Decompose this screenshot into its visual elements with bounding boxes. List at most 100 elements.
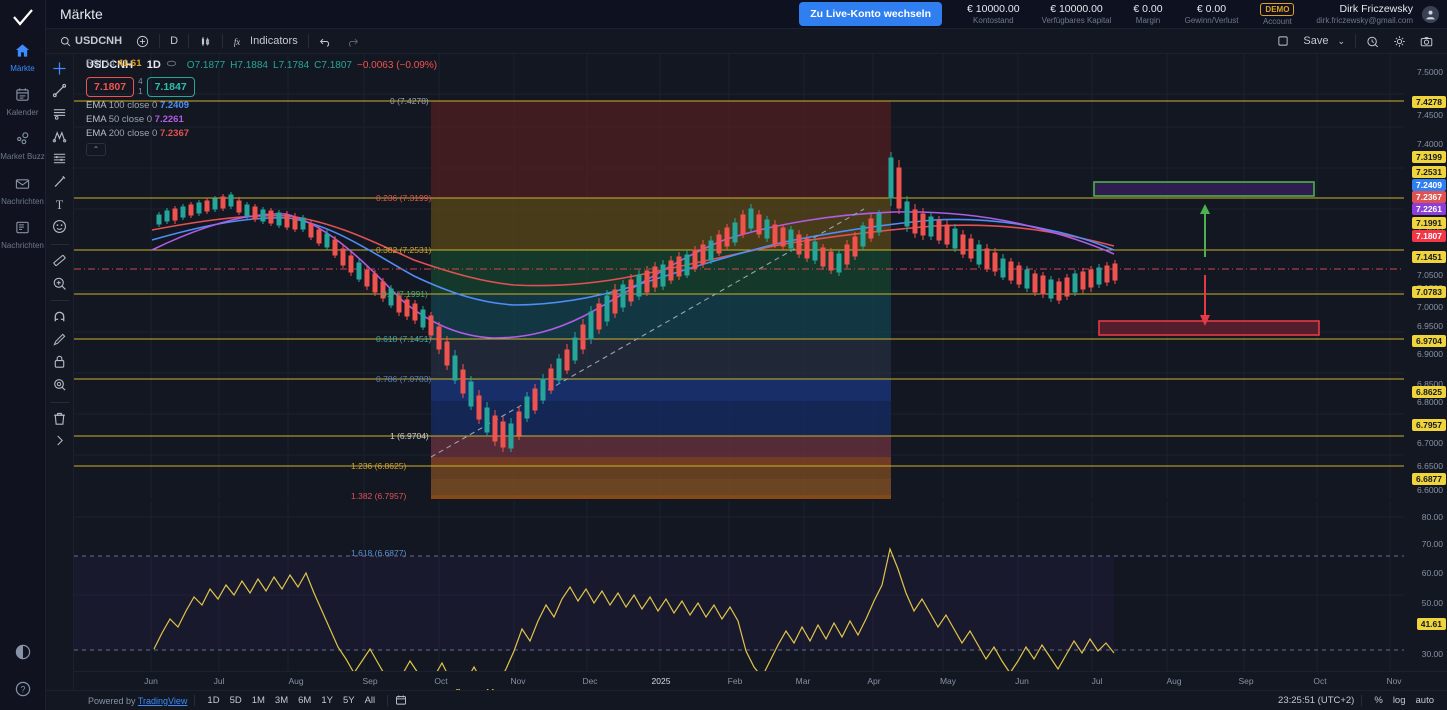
demo-badge: DEMO: [1260, 2, 1295, 16]
timeframe-1m[interactable]: 1M: [251, 695, 265, 706]
chart-settings-button[interactable]: [1386, 32, 1413, 51]
horizontal-lines-tool-icon[interactable]: [49, 104, 71, 123]
chevron-down-icon: ⌄: [1337, 35, 1345, 46]
fib-label-0: 0 (7.4278): [390, 96, 429, 106]
switch-to-live-account-button[interactable]: Zu Live-Konto wechseln: [799, 2, 943, 26]
avatar[interactable]: [1422, 5, 1439, 23]
price-axis[interactable]: 7.5000 7.4500 7.4000 7.3500 7.3000 7.250…: [1404, 54, 1447, 710]
fib-level-lines: [74, 100, 1404, 467]
spread-indicator: 4 1: [138, 77, 142, 97]
price-tick: 7.0000: [1417, 302, 1443, 312]
account-balance: € 10000.00 Kontostand: [956, 3, 1031, 25]
price-tick: 6.9000: [1417, 349, 1443, 359]
chart-container[interactable]: USDCNH · 1D O7.1877 H7.1884 L7.1784 C7.1…: [74, 54, 1447, 710]
measure-tool-icon[interactable]: [49, 251, 71, 270]
brush-tool-icon[interactable]: [49, 172, 71, 191]
price-chart-plot[interactable]: [74, 54, 1404, 499]
ema-50-legend[interactable]: EMA 50 close 0 7.2261: [86, 114, 184, 125]
buy-price-button[interactable]: 7.1847: [146, 77, 195, 97]
time-tick-year: 2025: [651, 676, 671, 686]
percent-scale-button[interactable]: %: [1374, 695, 1383, 706]
sidebar-item-markte[interactable]: Märkte: [0, 43, 46, 73]
crosshair-tool-icon[interactable]: [49, 59, 71, 78]
time-axis[interactable]: Jun Jul Aug Sep Oct Nov Dec 2025 Feb Mar…: [74, 671, 1447, 689]
log-scale-button[interactable]: log: [1392, 695, 1406, 706]
account-type[interactable]: DEMO Account: [1249, 2, 1305, 26]
margin-label: Margin: [1135, 16, 1161, 25]
text-tool-icon[interactable]: T: [49, 195, 71, 214]
rsi-legend[interactable]: RSI 14 41.61: [86, 58, 141, 69]
account-pnl: € 0.00 Gewinn/Verlust: [1174, 3, 1250, 25]
timeframe-1d[interactable]: 1D: [207, 695, 220, 706]
add-symbol-button[interactable]: [129, 32, 156, 51]
interval-button[interactable]: D: [170, 35, 179, 47]
trendline-tool-icon[interactable]: [49, 82, 71, 101]
price-badge-fib0: 7.4278: [1412, 96, 1446, 108]
undo-button[interactable]: [312, 32, 339, 51]
pitchfork-tool-icon[interactable]: [49, 127, 71, 146]
time-tick: Sep: [1238, 676, 1254, 686]
legend-interval[interactable]: 1D: [146, 59, 161, 71]
save-button[interactable]: Save: [1296, 32, 1335, 50]
timeframe-5d[interactable]: 5D: [229, 695, 242, 706]
auto-scale-button[interactable]: auto: [1415, 695, 1435, 706]
price-badge-last: 7.1807: [1412, 230, 1446, 242]
ema-200-legend[interactable]: EMA 200 close 0 7.2367: [86, 128, 190, 139]
snapshot-button[interactable]: [1413, 32, 1440, 51]
trendline-dashed: [430, 208, 865, 458]
drawing-mode-tool-icon[interactable]: [49, 330, 71, 349]
sidebar-item-nachrichten-news[interactable]: Nachrichten: [0, 220, 46, 250]
help-icon[interactable]: ?: [15, 681, 31, 700]
legend-eye-icon[interactable]: [166, 58, 177, 72]
left-nav-rail: Märkte Kalender Market Buzz Nachrichten …: [0, 0, 46, 710]
sidebar-item-kalender[interactable]: Kalender: [0, 87, 46, 117]
collapse-legend-button[interactable]: ⌃: [86, 143, 106, 156]
ema-100-line: [151, 216, 1115, 306]
indicators-button[interactable]: fx Indicators: [226, 32, 305, 51]
account-summary: Zu Live-Konto wechseln € 10000.00 Kontos…: [799, 2, 1447, 26]
calendar-icon[interactable]: [395, 694, 407, 708]
layout-button[interactable]: [1270, 32, 1296, 50]
timeframe-6m[interactable]: 6M: [298, 695, 312, 706]
symbol-search-button[interactable]: USDCNH: [53, 32, 129, 50]
timeframe-3m[interactable]: 3M: [274, 695, 289, 706]
divider: [1361, 695, 1363, 706]
replay-button[interactable]: [1359, 32, 1386, 51]
time-tick: Nov: [1386, 676, 1402, 686]
expand-toolbar-button[interactable]: [49, 431, 71, 450]
rsi-value-badge: 41.61: [1416, 618, 1446, 630]
price-tick: 6.9500: [1417, 321, 1443, 331]
price-badge-fib1382: 6.7957: [1412, 419, 1446, 431]
ema-100-legend[interactable]: EMA 100 close 0 7.2409: [86, 100, 190, 111]
redo-button[interactable]: [339, 32, 366, 51]
price-tick: 6.8500: [1417, 379, 1443, 389]
rsi-tick: 30.00: [1421, 649, 1443, 659]
timeframe-all[interactable]: All: [364, 695, 376, 706]
time-tick: Oct: [434, 676, 448, 686]
fib-tool-icon[interactable]: [49, 150, 71, 169]
hide-drawings-tool-icon[interactable]: [49, 375, 71, 394]
time-tick: Dec: [582, 676, 598, 686]
emoji-tool-icon[interactable]: [49, 218, 71, 237]
chart-type-button[interactable]: [192, 32, 219, 51]
rsi-indicator-plot[interactable]: [74, 501, 1404, 710]
sidebar-item-market-buzz[interactable]: Market Buzz: [0, 131, 46, 161]
candlestick-icon: [201, 36, 210, 46]
lock-tool-icon[interactable]: [49, 353, 71, 372]
legend-sep: ·: [138, 59, 142, 71]
theme-toggle-icon[interactable]: [15, 644, 31, 663]
zoom-tool-icon[interactable]: [49, 274, 71, 293]
timeframe-5y[interactable]: 5Y: [342, 695, 355, 706]
legend-symbol[interactable]: USDCNH: [86, 59, 134, 71]
magnet-tool-icon[interactable]: [49, 307, 71, 326]
tradingview-link[interactable]: TradingView: [137, 695, 188, 706]
fib-label-1236: 1.236 (6.8625): [351, 461, 407, 471]
price-badge-fib05: 7.1991: [1412, 217, 1446, 229]
save-dropdown-button[interactable]: ⌄: [1335, 33, 1352, 50]
timeframe-1y[interactable]: 1Y: [321, 695, 333, 706]
user-info[interactable]: Dirk Friczewsky dirk.friczewsky@gmail.co…: [1305, 3, 1422, 25]
remove-drawings-tool-icon[interactable]: [49, 409, 71, 428]
toolbar-divider: [159, 34, 161, 48]
sell-price-button[interactable]: 7.1807: [86, 77, 135, 97]
sidebar-item-nachrichten-mail[interactable]: Nachrichten: [0, 176, 46, 206]
